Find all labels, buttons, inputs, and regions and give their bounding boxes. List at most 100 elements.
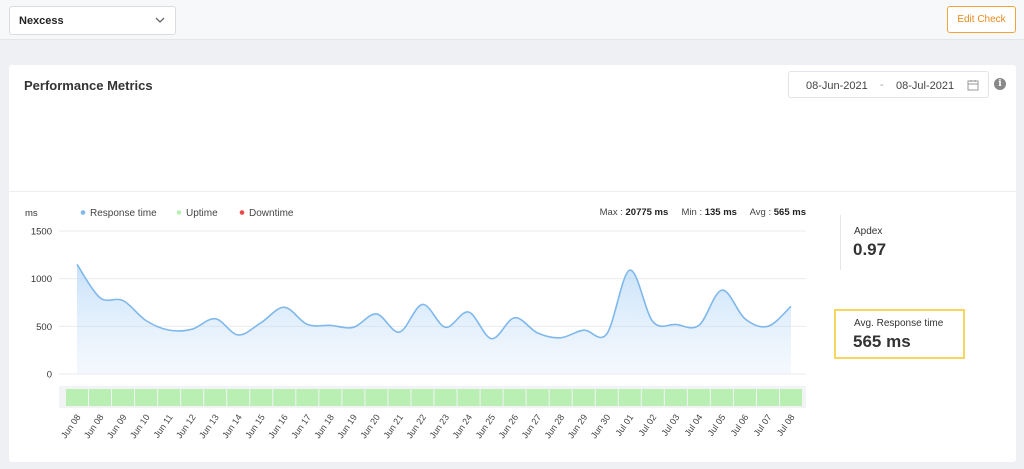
x-tick-label: Jul 07 [752,412,774,437]
legend-item: Downtime [249,208,294,219]
uptime-bar [250,389,273,406]
response-time-line [76,263,792,340]
x-tick-label: Jun 12 [174,412,198,440]
uptime-bar [733,389,756,406]
x-tick-label: Jun 22 [404,412,428,440]
apdex-value: 0.97 [853,240,887,259]
x-tick-label: Jun 29 [566,412,590,440]
legend-item: Uptime [186,208,218,219]
x-tick-label: Jun 14 [220,412,244,440]
y-tick-label: 500 [36,322,52,333]
x-tick-label: Jun 08 [82,412,106,440]
legend-marker [239,210,245,215]
x-tick-label: Jun 23 [427,412,451,440]
stat-label: Max : [600,207,626,218]
x-tick-label: Jun 09 [105,412,129,440]
x-tick-label: Jun 15 [243,412,267,440]
chevron-down-icon [155,17,165,23]
x-tick-label: Jun 28 [543,412,567,440]
x-tick-label: Jun 27 [520,412,544,440]
uptime-bar [227,389,250,406]
stat-value: 565 ms [774,207,806,218]
x-tick-label: Jul 02 [636,412,658,437]
x-tick-label: Jul 05 [706,412,728,437]
legend-item: Response time [90,208,157,219]
y-tick-label: 0 [47,370,52,381]
uptime-bar [296,389,319,406]
x-tick-label: Jun 21 [381,412,405,440]
x-tick-label: Jun 10 [128,412,152,440]
stat-value: 20775 ms [626,207,669,218]
edit-check-button[interactable]: Edit Check [947,6,1016,33]
uptime-bar [687,389,710,406]
uptime-bar [204,389,227,406]
uptime-bar [181,389,204,406]
uptime-bar [65,389,89,406]
x-tick-label: Jul 01 [613,412,635,437]
y-tick-label: 1000 [31,274,52,285]
avg-response-label: Avg. Response time [854,318,944,329]
uptime-bar [457,389,480,406]
monitor-select[interactable]: Nexcess [9,6,176,35]
apdex-label: Apdex [854,226,883,237]
stat-label: Avg : [737,207,774,218]
calendar-icon[interactable] [967,79,979,91]
uptime-bar [710,389,733,406]
avg-response-value: 565 ms [853,332,911,351]
x-tick-label: Jul 06 [729,412,751,437]
x-tick-label: Jun 17 [289,412,313,440]
uptime-bar [388,389,411,406]
uptime-bar [480,389,503,406]
x-tick-label: Jun 16 [266,412,290,440]
x-tick-label: Jun 08 [59,412,83,440]
x-tick-label: Jun 30 [589,412,613,440]
monitor-select-value: Nexcess [19,15,64,27]
uptime-bar [526,389,549,406]
x-tick-label: Jun 24 [450,412,474,440]
uptime-bar [618,389,641,406]
x-tick-label: Jun 19 [335,412,359,440]
uptime-bar [434,389,457,406]
x-tick-label: Jul 04 [683,412,705,437]
x-tick-label: Jun 13 [197,412,221,440]
x-tick-label: Jun 26 [497,412,521,440]
date-separator: - [880,79,884,91]
uptime-bar [595,389,618,406]
date-range-picker[interactable]: 08-Jun-2021 - 08-Jul-2021 [788,71,989,98]
x-tick-label: Jun 11 [151,412,174,439]
uptime-bar [641,389,664,406]
legend-marker [80,210,86,215]
divider [9,191,1016,192]
x-tick-label: Jul 08 [775,412,797,437]
uptime-bar [779,389,803,406]
top-bar: Nexcess Edit Check [0,0,1024,40]
response-time-area [77,264,791,374]
uptime-bar [89,389,112,406]
uptime-bar [112,389,135,406]
apdex-widget: Apdex 0.97 [840,215,960,270]
avg-response-widget: Avg. Response time 565 ms [834,309,965,359]
info-icon[interactable]: i [994,78,1006,90]
uptime-bar [756,389,779,406]
uptime-bar [342,389,365,406]
y-tick-label: 1500 [31,227,52,238]
x-tick-label: Jun 25 [474,412,498,440]
uptime-bar [411,389,434,406]
date-end[interactable]: 08-Jul-2021 [896,80,955,92]
uptime-bar [549,389,572,406]
stat-value: 135 ms [705,207,737,218]
stats-summary: Max : 20775 ms Min : 135 ms Avg : 565 ms [600,207,806,218]
uptime-bar [503,389,526,406]
performance-metrics-panel: Performance Metrics 08-Jun-2021 - 08-Jul… [9,65,1016,462]
date-start[interactable]: 08-Jun-2021 [806,80,868,92]
x-tick-label: Jun 20 [358,412,382,440]
legend-marker [176,210,182,215]
uptime-bar [135,389,158,406]
uptime-bar [572,389,595,406]
uptime-bar [273,389,296,406]
uptime-bar [365,389,388,406]
uptime-bar [158,389,181,406]
panel-title: Performance Metrics [24,78,153,93]
uptime-bar [664,389,687,406]
